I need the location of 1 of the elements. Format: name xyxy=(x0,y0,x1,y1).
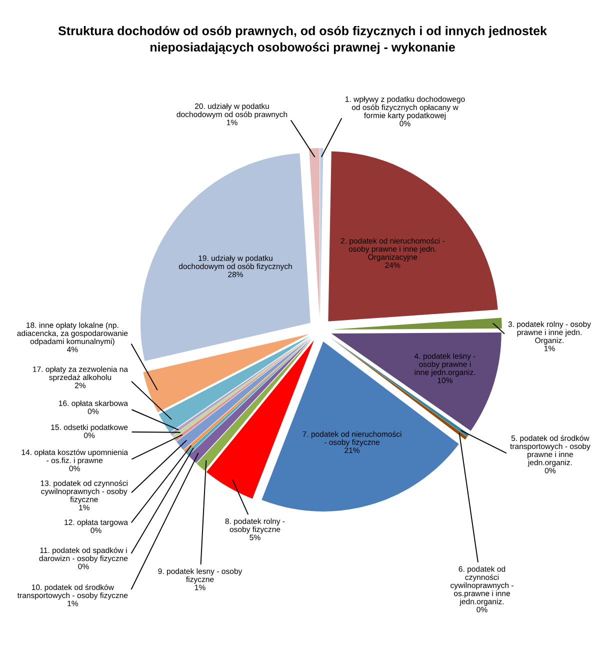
chart-title: Struktura dochodów od osób prawnych, od osób fizycznych i od innych jednostek nieposiadających osobowości prawnej - wykonanie xyxy=(58,26,547,54)
